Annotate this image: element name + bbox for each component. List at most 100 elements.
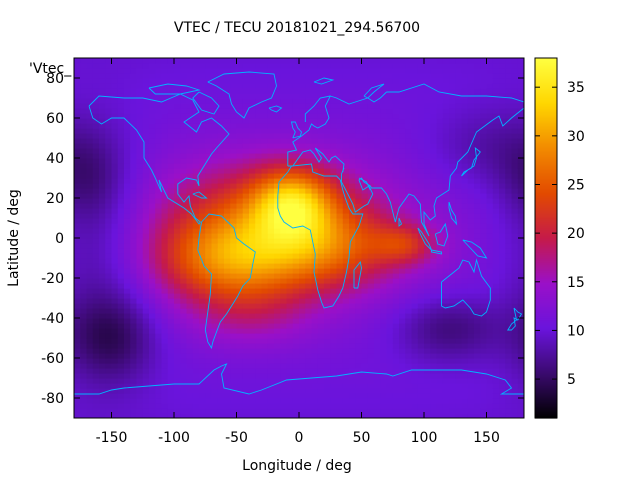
heatmap-cell	[461, 363, 469, 369]
heatmap-cell	[449, 363, 456, 369]
heatmap-cell	[255, 293, 263, 299]
heatmap-cell	[130, 198, 138, 204]
heatmap-cell	[255, 128, 263, 134]
heatmap-cell	[355, 108, 363, 114]
heatmap-cell	[224, 138, 231, 144]
heatmap-cell	[367, 403, 375, 409]
heatmap-cell	[174, 193, 181, 199]
heatmap-cell	[361, 128, 369, 134]
heatmap-cell	[199, 198, 206, 204]
heatmap-cell	[224, 313, 231, 319]
heatmap-cell	[205, 103, 213, 109]
heatmap-cell	[242, 268, 250, 274]
heatmap-cell	[236, 273, 244, 279]
heatmap-cell	[236, 133, 244, 139]
heatmap-cell	[267, 258, 275, 264]
heatmap-cell	[467, 378, 475, 384]
heatmap-cell	[417, 243, 425, 249]
heatmap-cell	[342, 368, 350, 374]
heatmap-cell	[311, 93, 319, 99]
heatmap-cell	[74, 138, 81, 144]
heatmap-cell	[430, 333, 438, 339]
heatmap-cell	[192, 318, 200, 324]
heatmap-cell	[292, 168, 300, 174]
heatmap-cell	[124, 63, 131, 69]
heatmap-cell	[136, 383, 144, 389]
heatmap-cell	[261, 183, 269, 189]
heatmap-cell	[380, 68, 388, 74]
heatmap-cell	[255, 213, 263, 219]
heatmap-cell	[292, 383, 300, 389]
heatmap-cell	[380, 388, 388, 394]
heatmap-cell	[499, 138, 506, 144]
heatmap-cell	[230, 323, 238, 329]
heatmap-cell	[324, 313, 331, 319]
heatmap-cell	[342, 268, 350, 274]
heatmap-cell	[80, 268, 88, 274]
heatmap-cell	[86, 103, 94, 109]
heatmap-cell	[280, 328, 288, 334]
heatmap-cell	[249, 203, 256, 209]
heatmap-cell	[442, 78, 450, 84]
heatmap-cell	[361, 248, 369, 254]
heatmap-cell	[474, 218, 481, 224]
heatmap-cell	[455, 268, 463, 274]
heatmap-cell	[74, 393, 81, 399]
heatmap-cell	[492, 168, 500, 174]
heatmap-cell	[224, 278, 231, 284]
heatmap-cell	[267, 173, 275, 179]
heatmap-cell	[386, 103, 394, 109]
heatmap-cell	[305, 98, 313, 104]
heatmap-cell	[380, 163, 388, 169]
heatmap-cell	[317, 108, 325, 114]
heatmap-cell	[242, 233, 250, 239]
heatmap-cell	[486, 178, 494, 184]
heatmap-cell	[167, 108, 175, 114]
heatmap-cell	[86, 358, 94, 364]
heatmap-cell	[205, 163, 213, 169]
heatmap-cell	[255, 138, 263, 144]
heatmap-cell	[361, 198, 369, 204]
heatmap-cell	[130, 123, 138, 129]
heatmap-cell	[211, 353, 219, 359]
heatmap-cell	[286, 373, 294, 379]
heatmap-cell	[236, 113, 244, 119]
heatmap-cell	[286, 393, 294, 399]
heatmap-cell	[274, 88, 281, 94]
heatmap-cell	[111, 408, 119, 414]
heatmap-cell	[336, 163, 344, 169]
heatmap-cell	[380, 323, 388, 329]
heatmap-cell	[417, 223, 425, 229]
heatmap-cell	[361, 333, 369, 339]
heatmap-cell	[299, 303, 306, 309]
heatmap-cell	[142, 163, 150, 169]
heatmap-cell	[130, 343, 138, 349]
heatmap-cell	[424, 193, 431, 199]
heatmap-cell	[261, 358, 269, 364]
heatmap-cell	[305, 258, 313, 264]
heatmap-cell	[474, 313, 481, 319]
heatmap-cell	[99, 338, 106, 344]
heatmap-cell	[74, 148, 81, 154]
heatmap-cell	[280, 88, 288, 94]
heatmap-cell	[474, 413, 481, 418]
heatmap-cell	[336, 123, 344, 129]
heatmap-cell	[230, 123, 238, 129]
heatmap-cell	[186, 108, 194, 114]
heatmap-cell	[174, 58, 181, 64]
heatmap-cell	[224, 218, 231, 224]
heatmap-cell	[499, 183, 506, 189]
heatmap-cell	[392, 338, 400, 344]
heatmap-cell	[274, 163, 281, 169]
heatmap-cell	[199, 253, 206, 259]
heatmap-cell	[411, 178, 419, 184]
heatmap-cell	[230, 163, 238, 169]
heatmap-cell	[180, 298, 188, 304]
heatmap-cell	[136, 368, 144, 374]
heatmap-cell	[455, 138, 463, 144]
heatmap-cell	[330, 293, 338, 299]
heatmap-cell	[367, 178, 375, 184]
heatmap-cell	[261, 198, 269, 204]
heatmap-cell	[142, 218, 150, 224]
heatmap-cell	[374, 163, 381, 169]
